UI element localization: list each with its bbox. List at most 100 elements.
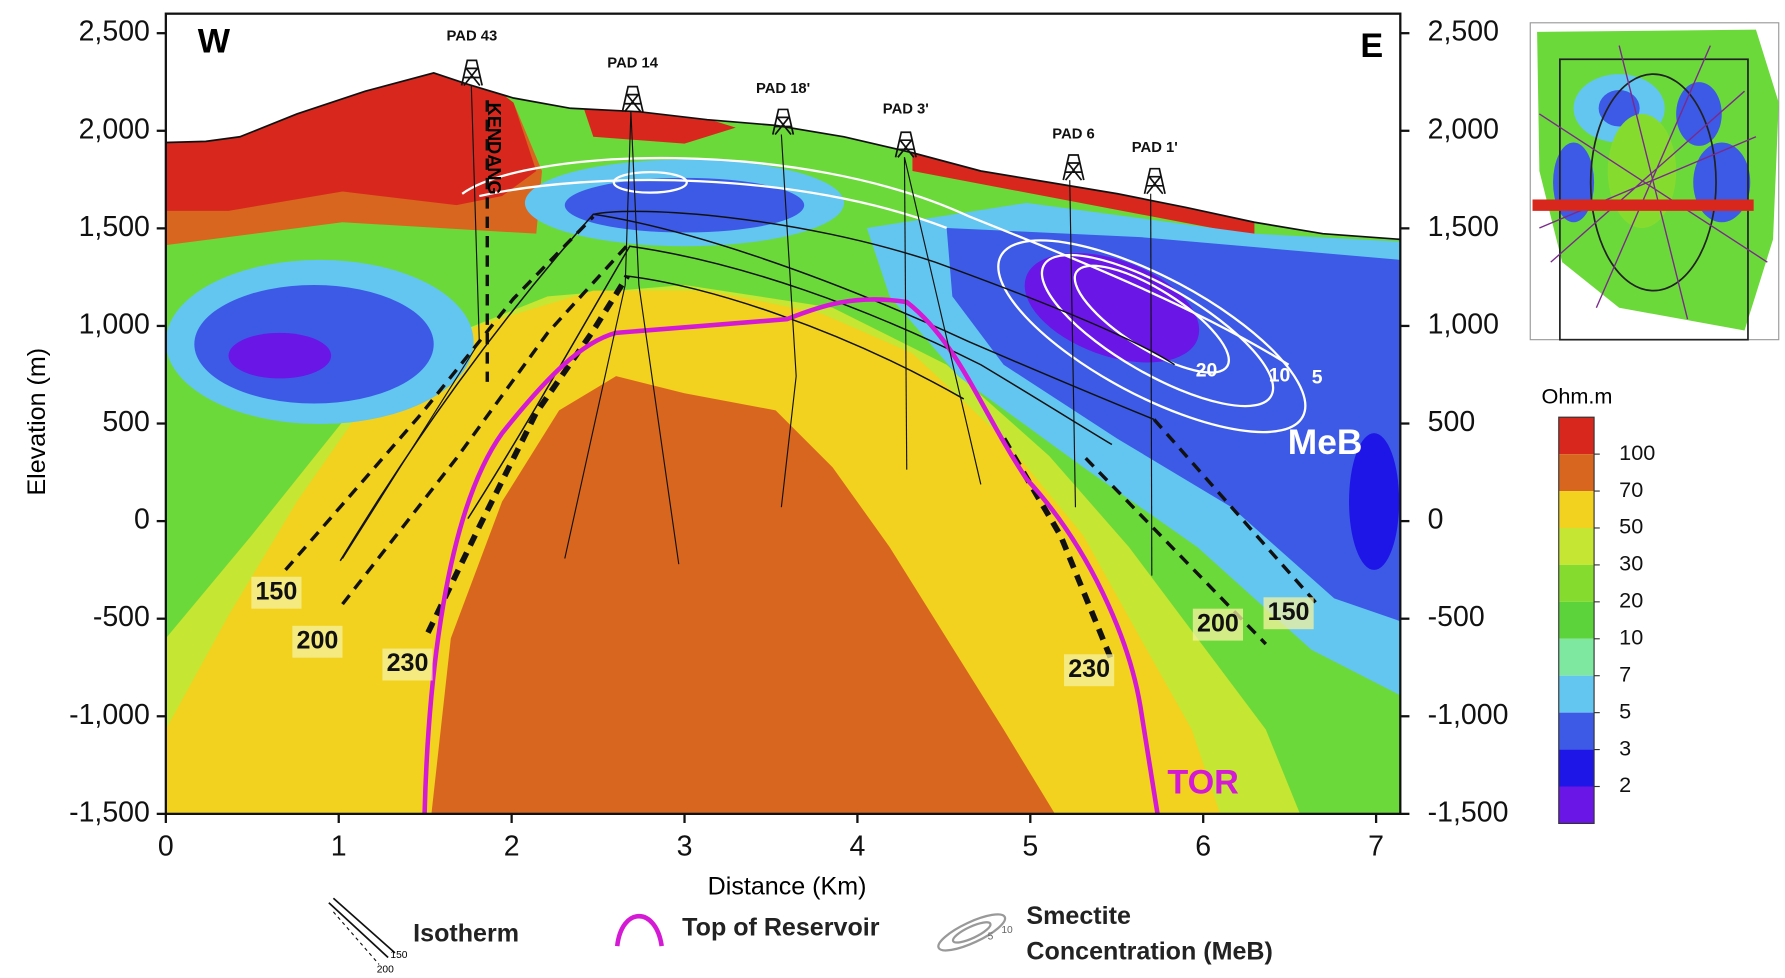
colorbar-tick-label: 50 (1619, 514, 1643, 539)
reservoir-label: TOR (1167, 763, 1239, 801)
isotherm-label-bg (1263, 597, 1314, 630)
y-tick-label: 1,000 (79, 308, 150, 340)
isotherm-label-bg (1064, 654, 1115, 687)
legend-reservoir: Top of Reservoir (682, 914, 880, 942)
colorbar-frame (1558, 416, 1595, 825)
y-tick-label: 0 (134, 504, 150, 536)
resistivity-section (165, 72, 1401, 814)
wells (342, 85, 1153, 576)
colorbar-swatch (1558, 491, 1595, 528)
y-tick-label: -500 (93, 601, 150, 633)
colorbar-tick-label: 3 (1619, 735, 1631, 760)
isotherm-dashed (284, 100, 1319, 663)
east-label: E (1360, 27, 1383, 65)
isotherm-label-bg (251, 576, 302, 609)
legend-isotherm: Isotherm (413, 919, 519, 947)
pad-derrick (621, 85, 644, 113)
fault-label: KENDANG (484, 103, 505, 195)
colorbar-tick-label: 5 (1619, 698, 1631, 723)
x-tick-label: 0 (158, 831, 174, 863)
pad-label: PAD 6 (1052, 126, 1094, 142)
field-zone (431, 376, 1055, 814)
isotherm-label: 200 (297, 626, 339, 654)
y2-tick-label: -500 (1428, 601, 1485, 633)
y2-tick-label: -1,500 (1428, 796, 1509, 828)
smectite-contour-label: 10 (1269, 364, 1291, 386)
x-tick-label: 1 (331, 831, 347, 863)
y2-tick-label: 0 (1428, 504, 1444, 536)
x-tick-label: 4 (849, 831, 865, 863)
colorbar-swatch (1558, 527, 1595, 565)
legend-icon-label: 150 (390, 950, 407, 961)
west-label: W (198, 22, 231, 60)
colorbar-swatch (1558, 454, 1595, 492)
isotherm-label: 150 (1268, 598, 1310, 626)
y2-tick-label: 2,000 (1428, 113, 1499, 145)
pad-label: PAD 43 (447, 28, 498, 44)
pad-derrick (894, 131, 917, 158)
isotherm-label: 200 (1197, 609, 1239, 637)
colorbar-swatch (1558, 786, 1595, 824)
smectite-label: MeB (1288, 423, 1363, 462)
plot-frame (164, 12, 1402, 815)
legend-icon-label: 5 (988, 932, 994, 943)
y-tick-label: 2,500 (79, 16, 150, 48)
field-zone (581, 102, 736, 144)
smectite-contours (461, 156, 1307, 434)
pad-derrick (1062, 154, 1085, 181)
legend-smectite: Smectite (1026, 902, 1131, 930)
x-tick-label: 2 (504, 831, 520, 863)
colorbar-swatch (1558, 749, 1595, 787)
colorbar-swatch (1558, 638, 1595, 676)
colorbar-title: Ohm.m (1542, 384, 1613, 409)
y-tick-label: 500 (102, 406, 150, 438)
y-axis-label: Elevation (m) (23, 348, 51, 496)
field-zone (228, 332, 332, 379)
colorbar-tick-label: 30 (1619, 551, 1643, 576)
colorbar-swatch (1558, 601, 1595, 639)
pad-label: PAD 18' (756, 81, 810, 97)
smectite-contour-label: 20 (1196, 360, 1218, 382)
colorbar-tick-label: 100 (1619, 440, 1655, 465)
isotherm-label: 150 (255, 577, 297, 605)
legend-smectite: Concentration (MeB) (1026, 938, 1272, 966)
x-axis-label: Distance (Km) (708, 873, 867, 901)
colorbar-swatch (1558, 564, 1595, 602)
y2-tick-label: -1,000 (1428, 699, 1509, 731)
isotherm-label-bg (382, 648, 433, 681)
pad-derrick (771, 108, 795, 136)
pad-derrick (1143, 167, 1166, 195)
isotherm-label: 230 (387, 649, 429, 677)
y2-tick-label: 500 (1428, 406, 1476, 438)
colorbar-swatch (1558, 675, 1595, 713)
field-zone (1349, 433, 1400, 570)
x-tick-label: 7 (1368, 831, 1384, 863)
pad-label: PAD 14 (607, 56, 658, 72)
pad-label: PAD 1' (1132, 140, 1178, 156)
legend-icon-label: 10 (1001, 925, 1013, 936)
y2-tick-label: 1,500 (1428, 211, 1499, 243)
pad-label: PAD 3' (883, 101, 929, 117)
y-tick-label: -1,500 (69, 796, 150, 828)
colorbar-tick-label: 20 (1619, 588, 1643, 613)
y2-tick-label: 1,000 (1428, 308, 1499, 340)
legend-icon-label: 200 (377, 965, 394, 976)
smectite-contour-label: 5 (1312, 367, 1323, 389)
colorbar-tick-label: 2 (1619, 772, 1631, 797)
colorbar-swatch (1558, 417, 1595, 455)
topography (165, 72, 1401, 241)
y-tick-label: 1,500 (79, 211, 150, 243)
colorbar-tick-label: 7 (1619, 661, 1631, 686)
y2-tick-label: 2,500 (1428, 16, 1499, 48)
isotherm-label-bg (292, 625, 343, 658)
y-tick-label: -1,000 (69, 699, 150, 731)
x-tick-label: 5 (1022, 831, 1038, 863)
isotherm-lines (339, 210, 1176, 562)
isotherm-label-bg (1192, 608, 1244, 641)
colorbar-tick-label: 70 (1619, 477, 1643, 502)
inset-map (1529, 22, 1780, 341)
colorbar-swatch (1558, 712, 1595, 750)
y-tick-label: 2,000 (79, 113, 150, 145)
x-tick-label: 3 (677, 831, 693, 863)
